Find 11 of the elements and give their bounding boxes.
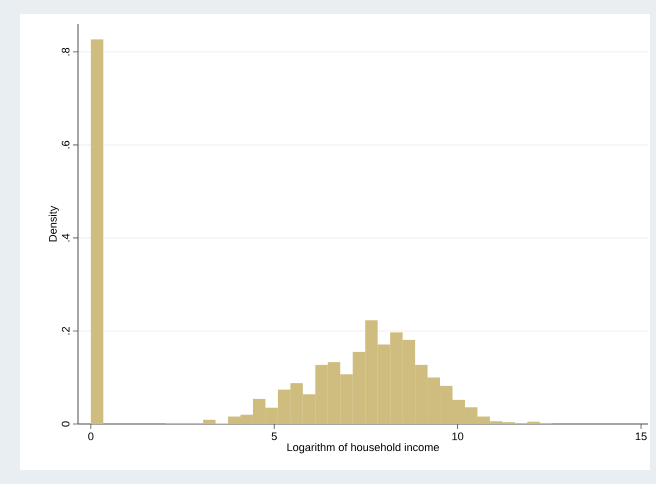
x-tick-label: 5: [272, 432, 277, 440]
x-tick-label: 10: [452, 432, 464, 440]
x-axis-title: Logarithm of household income: [287, 443, 439, 454]
y-tick-label: .4: [62, 234, 70, 242]
y-tick-label: .2: [62, 326, 70, 335]
y-axis-title: Density: [48, 206, 59, 242]
x-tick-label: 15: [636, 432, 647, 440]
y-tick-label: .8: [62, 48, 70, 56]
x-tick-label: 0: [88, 432, 94, 440]
y-tick-label: 0: [62, 421, 70, 427]
y-tick-label: .6: [62, 140, 70, 148]
